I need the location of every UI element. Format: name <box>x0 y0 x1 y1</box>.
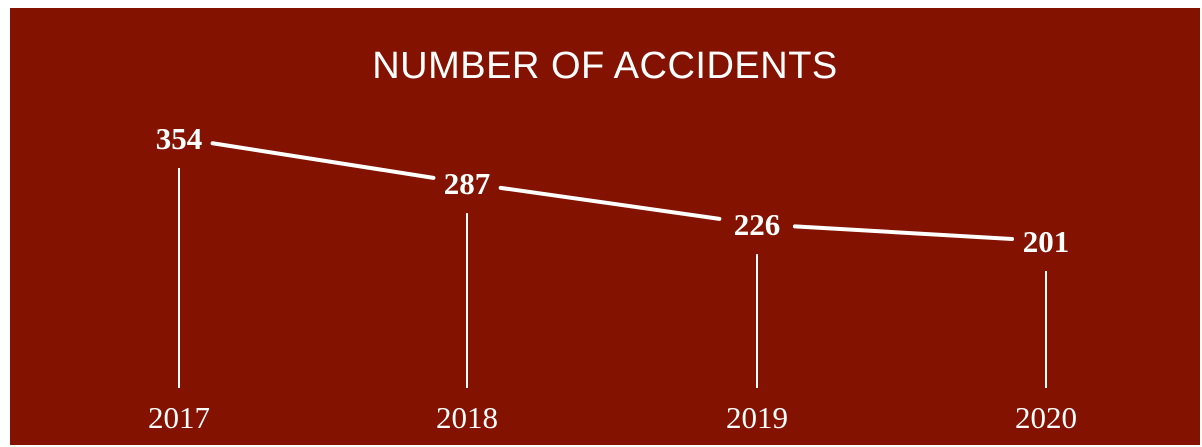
year-label-2020: 2020 <box>1015 400 1077 435</box>
year-label-2017: 2017 <box>148 400 210 435</box>
year-stems <box>178 168 1047 388</box>
year-label-2019: 2019 <box>726 400 788 435</box>
trend-lines <box>210 141 1015 242</box>
year-labels: 2017 2018 2019 2020 <box>148 400 1077 435</box>
value-label-2020: 201 <box>1023 224 1070 259</box>
value-labels: 354 287 226 201 <box>156 121 1070 259</box>
trend-segment-2017-2018 <box>210 141 436 180</box>
value-label-2018: 287 <box>444 166 491 201</box>
year-label-2018: 2018 <box>436 400 498 435</box>
trend-segment-2019-2020 <box>792 224 1015 242</box>
value-label-2019: 226 <box>734 207 781 242</box>
chart-panel: NUMBER OF ACCIDENTS <box>10 8 1200 445</box>
chart-title: NUMBER OF ACCIDENTS <box>372 45 838 87</box>
trend-segment-2018-2019 <box>498 185 722 221</box>
value-label-2017: 354 <box>156 121 203 156</box>
